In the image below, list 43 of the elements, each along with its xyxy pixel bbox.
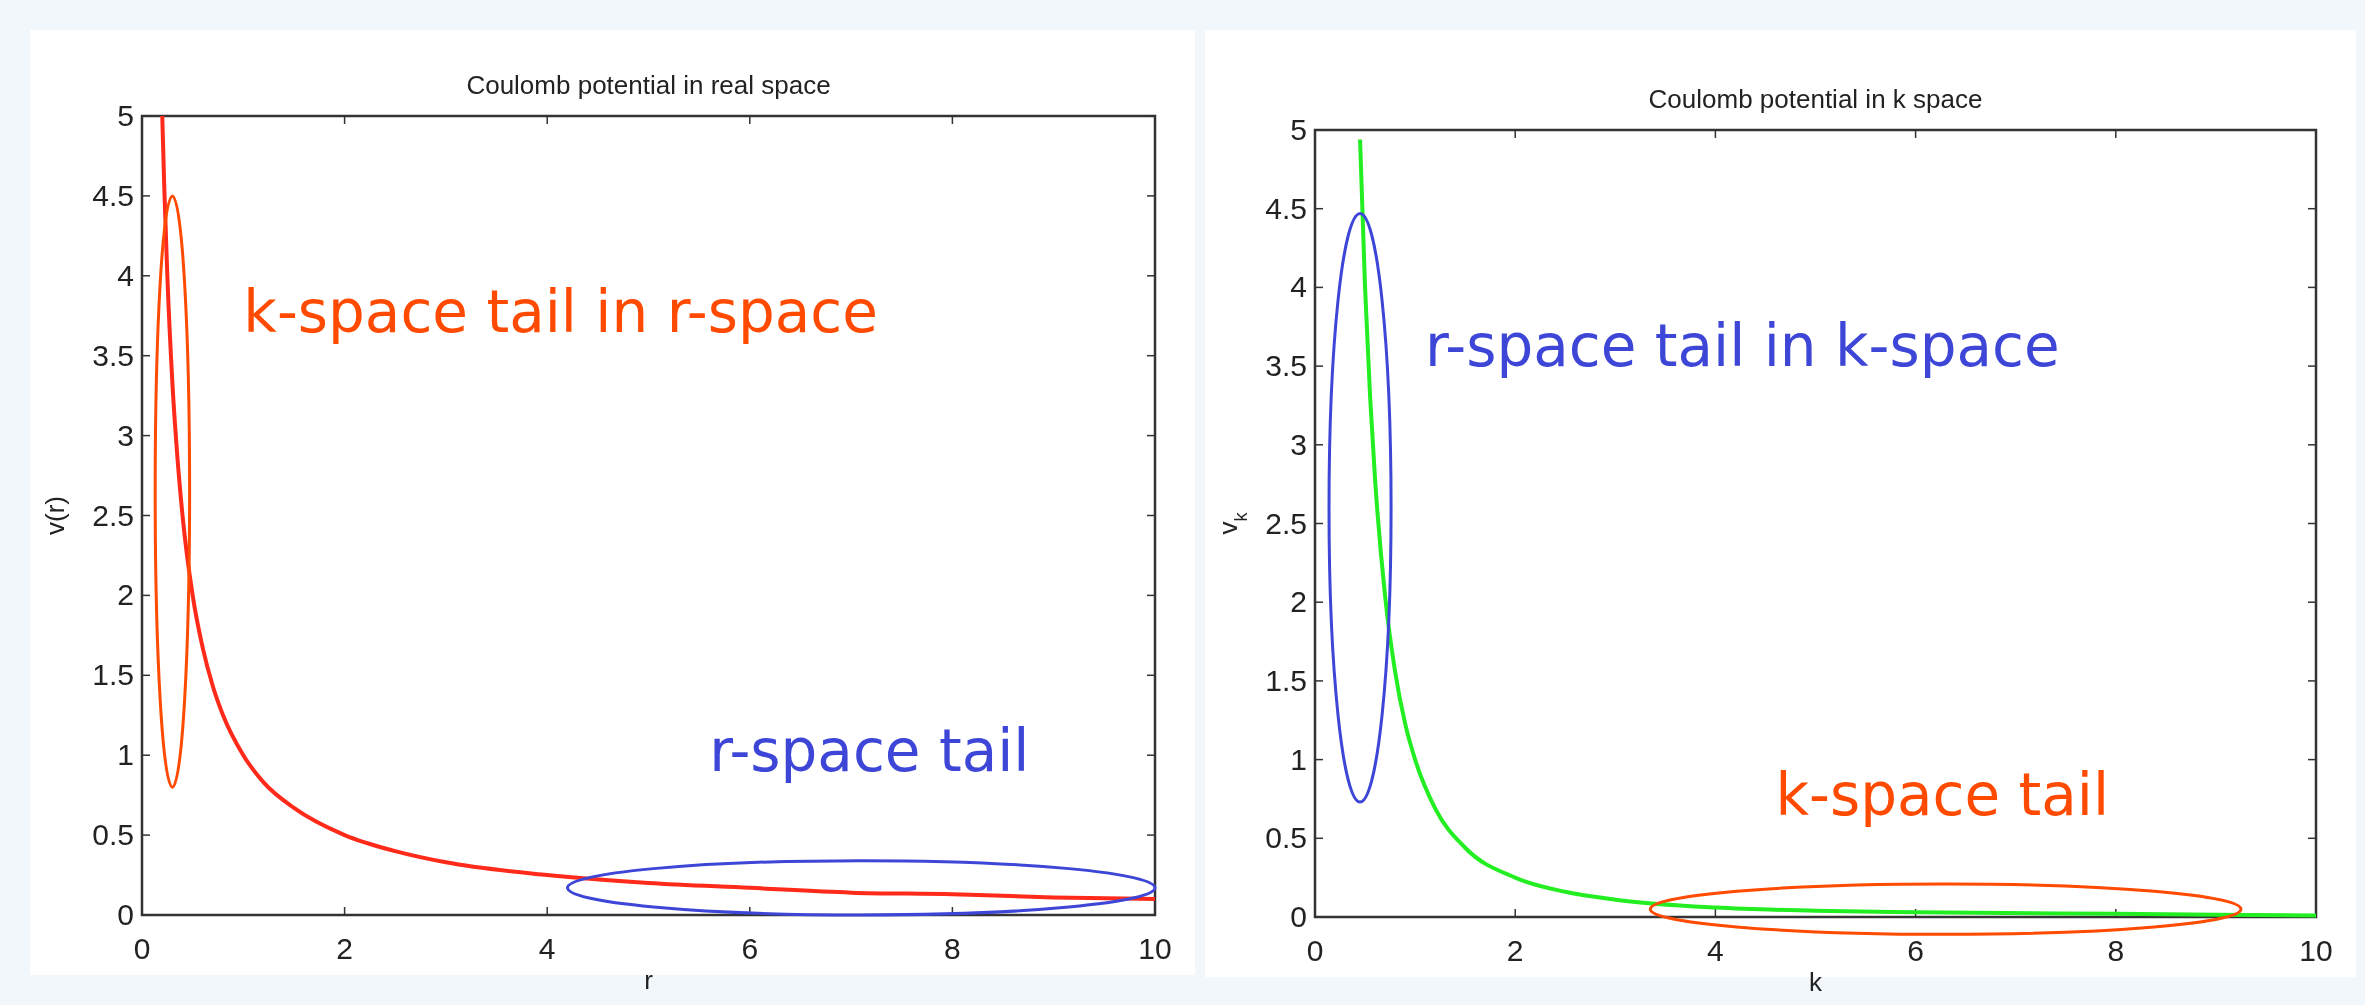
x-tick-label: 2 [1506, 934, 1524, 967]
annotation: k-space tail in r-space [243, 277, 878, 346]
x-tick-label: 6 [741, 932, 759, 965]
y-tick-label: 4 [117, 258, 134, 292]
x-axis-title: k [1809, 967, 1823, 997]
y-tick-label: 2 [1290, 585, 1307, 619]
y-axis-title: v(r) [40, 496, 70, 535]
y-tick-label: 0.5 [92, 818, 134, 852]
annotation: r-space tail [709, 717, 1030, 786]
y-tick-label: 1.5 [92, 658, 134, 692]
y-tick-label: 4 [1290, 270, 1307, 304]
y-tick-label: 4.5 [1265, 191, 1307, 225]
y-tick-label: 5 [1290, 113, 1307, 146]
y-tick-label: 4.5 [92, 178, 134, 212]
x-tick-label: 8 [944, 932, 961, 965]
y-tick-label: 3.5 [1265, 349, 1307, 383]
x-tick-label: 8 [2107, 934, 2125, 967]
line-series [160, 114, 1157, 902]
y-tick-label: 2.5 [92, 498, 134, 532]
y-tick-label: 2.5 [1265, 506, 1307, 540]
y-tick-label: 2 [117, 578, 134, 612]
y-tick-label: 0.5 [1265, 821, 1307, 855]
x-tick-label: 4 [538, 932, 556, 965]
x-tick-label: 10 [2299, 934, 2333, 967]
y-tick-label: 1 [117, 738, 134, 772]
annotation: k-space tail [1775, 760, 2110, 829]
y-tick-label: 3.5 [92, 338, 134, 372]
y-tick-label: 1.5 [1265, 663, 1307, 697]
line-series [1358, 137, 2318, 918]
x-tick-label: 10 [1138, 932, 1172, 965]
chart-title: Coulomb potential in real space [466, 70, 831, 100]
y-tick-label: 0 [117, 898, 134, 931]
x-tick-label: 6 [1907, 934, 1924, 967]
x-tick-label: 2 [336, 932, 353, 965]
x-tick-label: 4 [1707, 934, 1724, 967]
y-tick-label: 3 [1290, 427, 1307, 461]
y-tick-label: 3 [117, 418, 134, 452]
y-tick-label: 0 [1290, 900, 1307, 933]
y-tick-label: 1 [1290, 742, 1307, 776]
annotation: r-space tail in k-space [1425, 312, 2060, 381]
chart-title: Coulomb potential in k space [1648, 84, 1983, 114]
y-tick-label: 5 [117, 99, 134, 132]
x-axis-title: r [644, 965, 654, 995]
